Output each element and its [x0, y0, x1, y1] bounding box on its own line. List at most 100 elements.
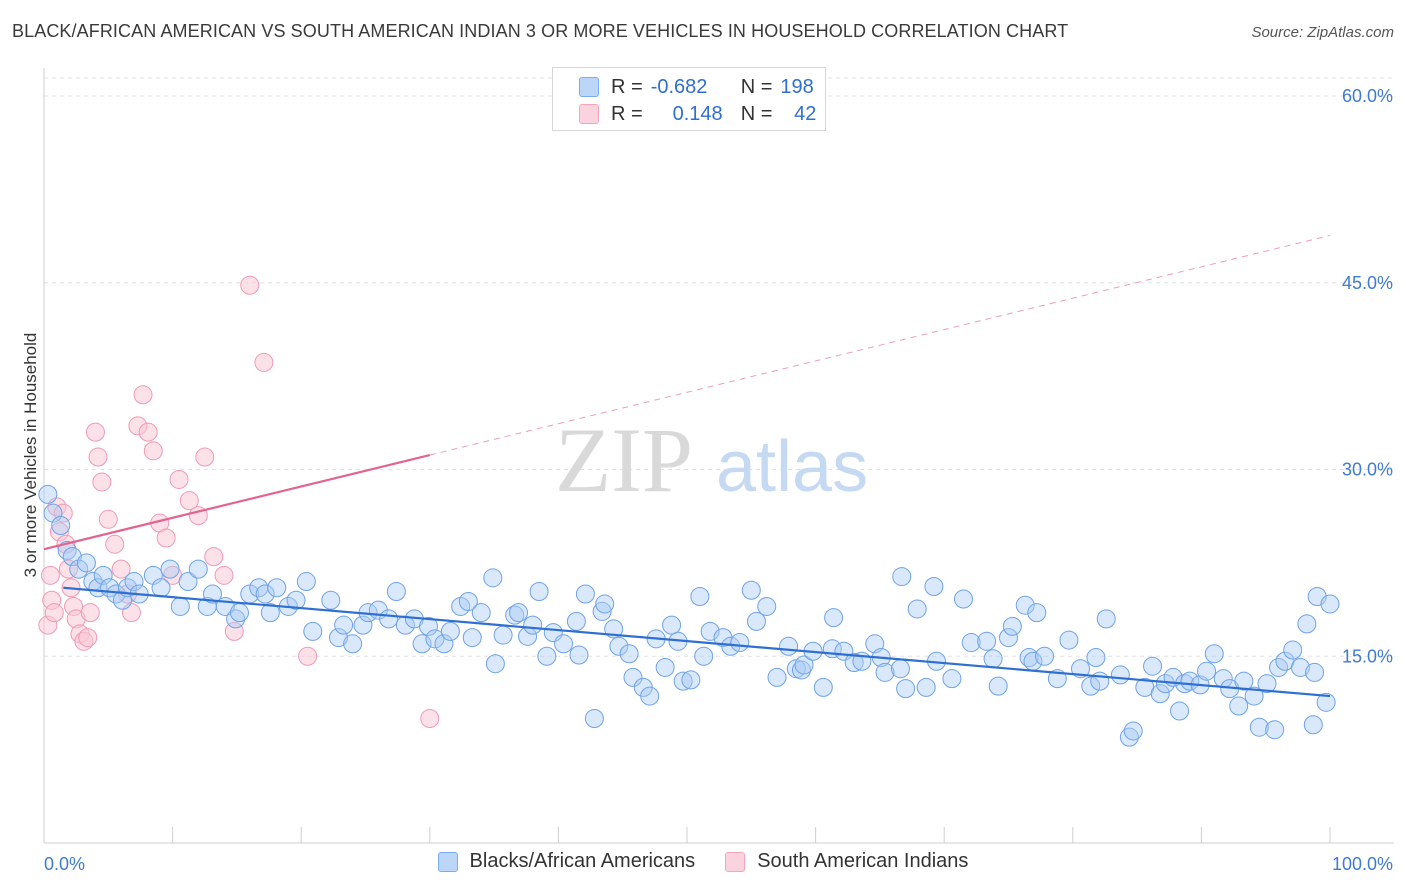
data-point-blacks	[953, 589, 973, 609]
data-point-blacks	[260, 603, 280, 623]
data-point-south-american-indians	[88, 447, 108, 467]
data-point-blacks	[1320, 594, 1340, 614]
data-point-blacks	[1197, 661, 1217, 681]
legend-swatch-pink	[725, 851, 746, 872]
legend-swatch-pink	[579, 104, 599, 124]
data-point-south-american-indians	[53, 503, 73, 523]
data-point-south-american-indians	[169, 469, 189, 489]
data-point-blacks	[286, 590, 306, 610]
legend-item-label: South American Indians	[757, 850, 969, 872]
data-point-blacks	[471, 603, 491, 623]
data-point-south-american-indians	[78, 628, 98, 648]
data-point-blacks	[844, 652, 864, 672]
data-point-blacks	[694, 646, 714, 666]
data-point-blacks	[988, 676, 1008, 696]
data-point-blacks	[51, 516, 71, 536]
data-point-blacks	[151, 578, 171, 598]
data-point-blacks	[1019, 647, 1039, 667]
data-point-blacks	[619, 644, 639, 664]
axes	[43, 68, 1394, 844]
data-point-blacks	[386, 582, 406, 602]
data-point-blacks	[892, 567, 912, 587]
data-point-south-american-indians	[111, 559, 131, 579]
legend-item-blacks: Blacks/African Americans	[437, 850, 696, 873]
data-point-blacks	[640, 686, 660, 706]
data-point-blacks	[62, 547, 82, 567]
legend-item-label: Blacks/African Americans	[469, 850, 696, 872]
data-point-south-american-indians	[254, 352, 274, 372]
data-point-blacks	[160, 559, 180, 579]
data-point-blacks	[554, 634, 574, 654]
x-tick-label: 0.0%	[44, 854, 85, 874]
data-point-blacks	[1305, 662, 1325, 682]
data-point-blacks	[69, 559, 89, 579]
data-point-blacks	[655, 657, 675, 677]
data-point-blacks	[537, 646, 557, 666]
x-tick-label: 100.0%	[1332, 854, 1393, 874]
data-point-south-american-indians	[298, 646, 318, 666]
data-point-blacks	[321, 590, 341, 610]
data-point-blacks	[124, 572, 144, 592]
legend-n-value: 42	[794, 102, 817, 125]
data-point-blacks	[353, 615, 373, 635]
data-point-blacks	[303, 621, 323, 641]
data-point-blacks	[942, 669, 962, 689]
legend-r-label: R =	[611, 75, 643, 98]
data-point-blacks	[229, 603, 249, 623]
data-point-blacks	[1257, 674, 1277, 694]
data-point-blacks	[255, 584, 275, 604]
watermark-zip: ZIP	[555, 409, 693, 511]
data-point-blacks	[569, 645, 589, 665]
data-point-blacks	[379, 609, 399, 629]
data-point-blacks	[595, 594, 615, 614]
data-point-blacks	[485, 654, 505, 674]
y-tick-label: 15.0%	[1342, 646, 1393, 666]
data-point-blacks	[523, 615, 543, 635]
data-point-south-american-indians	[92, 472, 112, 492]
data-point-blacks	[767, 667, 787, 687]
data-point-south-american-indians	[80, 603, 100, 623]
data-point-south-american-indians	[133, 385, 153, 405]
data-point-blacks	[1002, 616, 1022, 636]
data-point-blacks	[673, 671, 693, 691]
data-point-blacks	[584, 709, 604, 728]
data-point-blacks	[1096, 609, 1116, 629]
data-point-blacks	[1316, 692, 1336, 712]
trend-lines	[43, 234, 1331, 698]
data-point-south-american-indians	[240, 275, 260, 295]
data-point-blacks	[188, 559, 208, 579]
trend-line-blacks	[63, 586, 1331, 698]
data-point-blacks	[334, 615, 354, 635]
data-point-blacks	[76, 553, 96, 573]
data-point-blacks	[1170, 701, 1190, 721]
legend-n-label: N =	[740, 75, 773, 98]
trend-line-south-american-indians-extension	[429, 234, 1331, 456]
data-point-blacks	[529, 582, 549, 602]
data-point-blacks	[916, 677, 936, 697]
correlation-legend: R = -0.682 N = 198 R = 0.148 N = 42	[552, 67, 826, 131]
data-point-blacks	[1244, 686, 1264, 706]
data-point-blacks	[690, 586, 710, 606]
data-point-blacks	[1150, 684, 1170, 704]
data-point-blacks	[483, 568, 503, 588]
y-tick-label: 60.0%	[1342, 86, 1393, 106]
data-point-blacks	[794, 655, 814, 675]
data-point-blacks	[38, 484, 58, 504]
data-point-blacks	[741, 580, 761, 600]
data-point-blacks	[93, 565, 113, 585]
data-point-blacks	[296, 572, 316, 592]
data-point-blacks	[592, 601, 612, 621]
legend-item-south-american-indians: South American Indians	[725, 850, 968, 873]
grid-lines	[44, 77, 1394, 657]
data-point-blacks	[1303, 715, 1323, 735]
data-point-south-american-indians	[58, 559, 78, 579]
legend-n-value: 198	[780, 75, 814, 98]
data-point-south-american-indians	[44, 603, 64, 623]
data-point-blacks	[343, 634, 363, 654]
data-point-blacks	[1180, 671, 1200, 691]
data-point-blacks	[1081, 676, 1101, 696]
data-point-blacks	[440, 621, 460, 641]
data-point-blacks	[419, 616, 439, 636]
legend-r-value: -0.682	[650, 75, 708, 98]
